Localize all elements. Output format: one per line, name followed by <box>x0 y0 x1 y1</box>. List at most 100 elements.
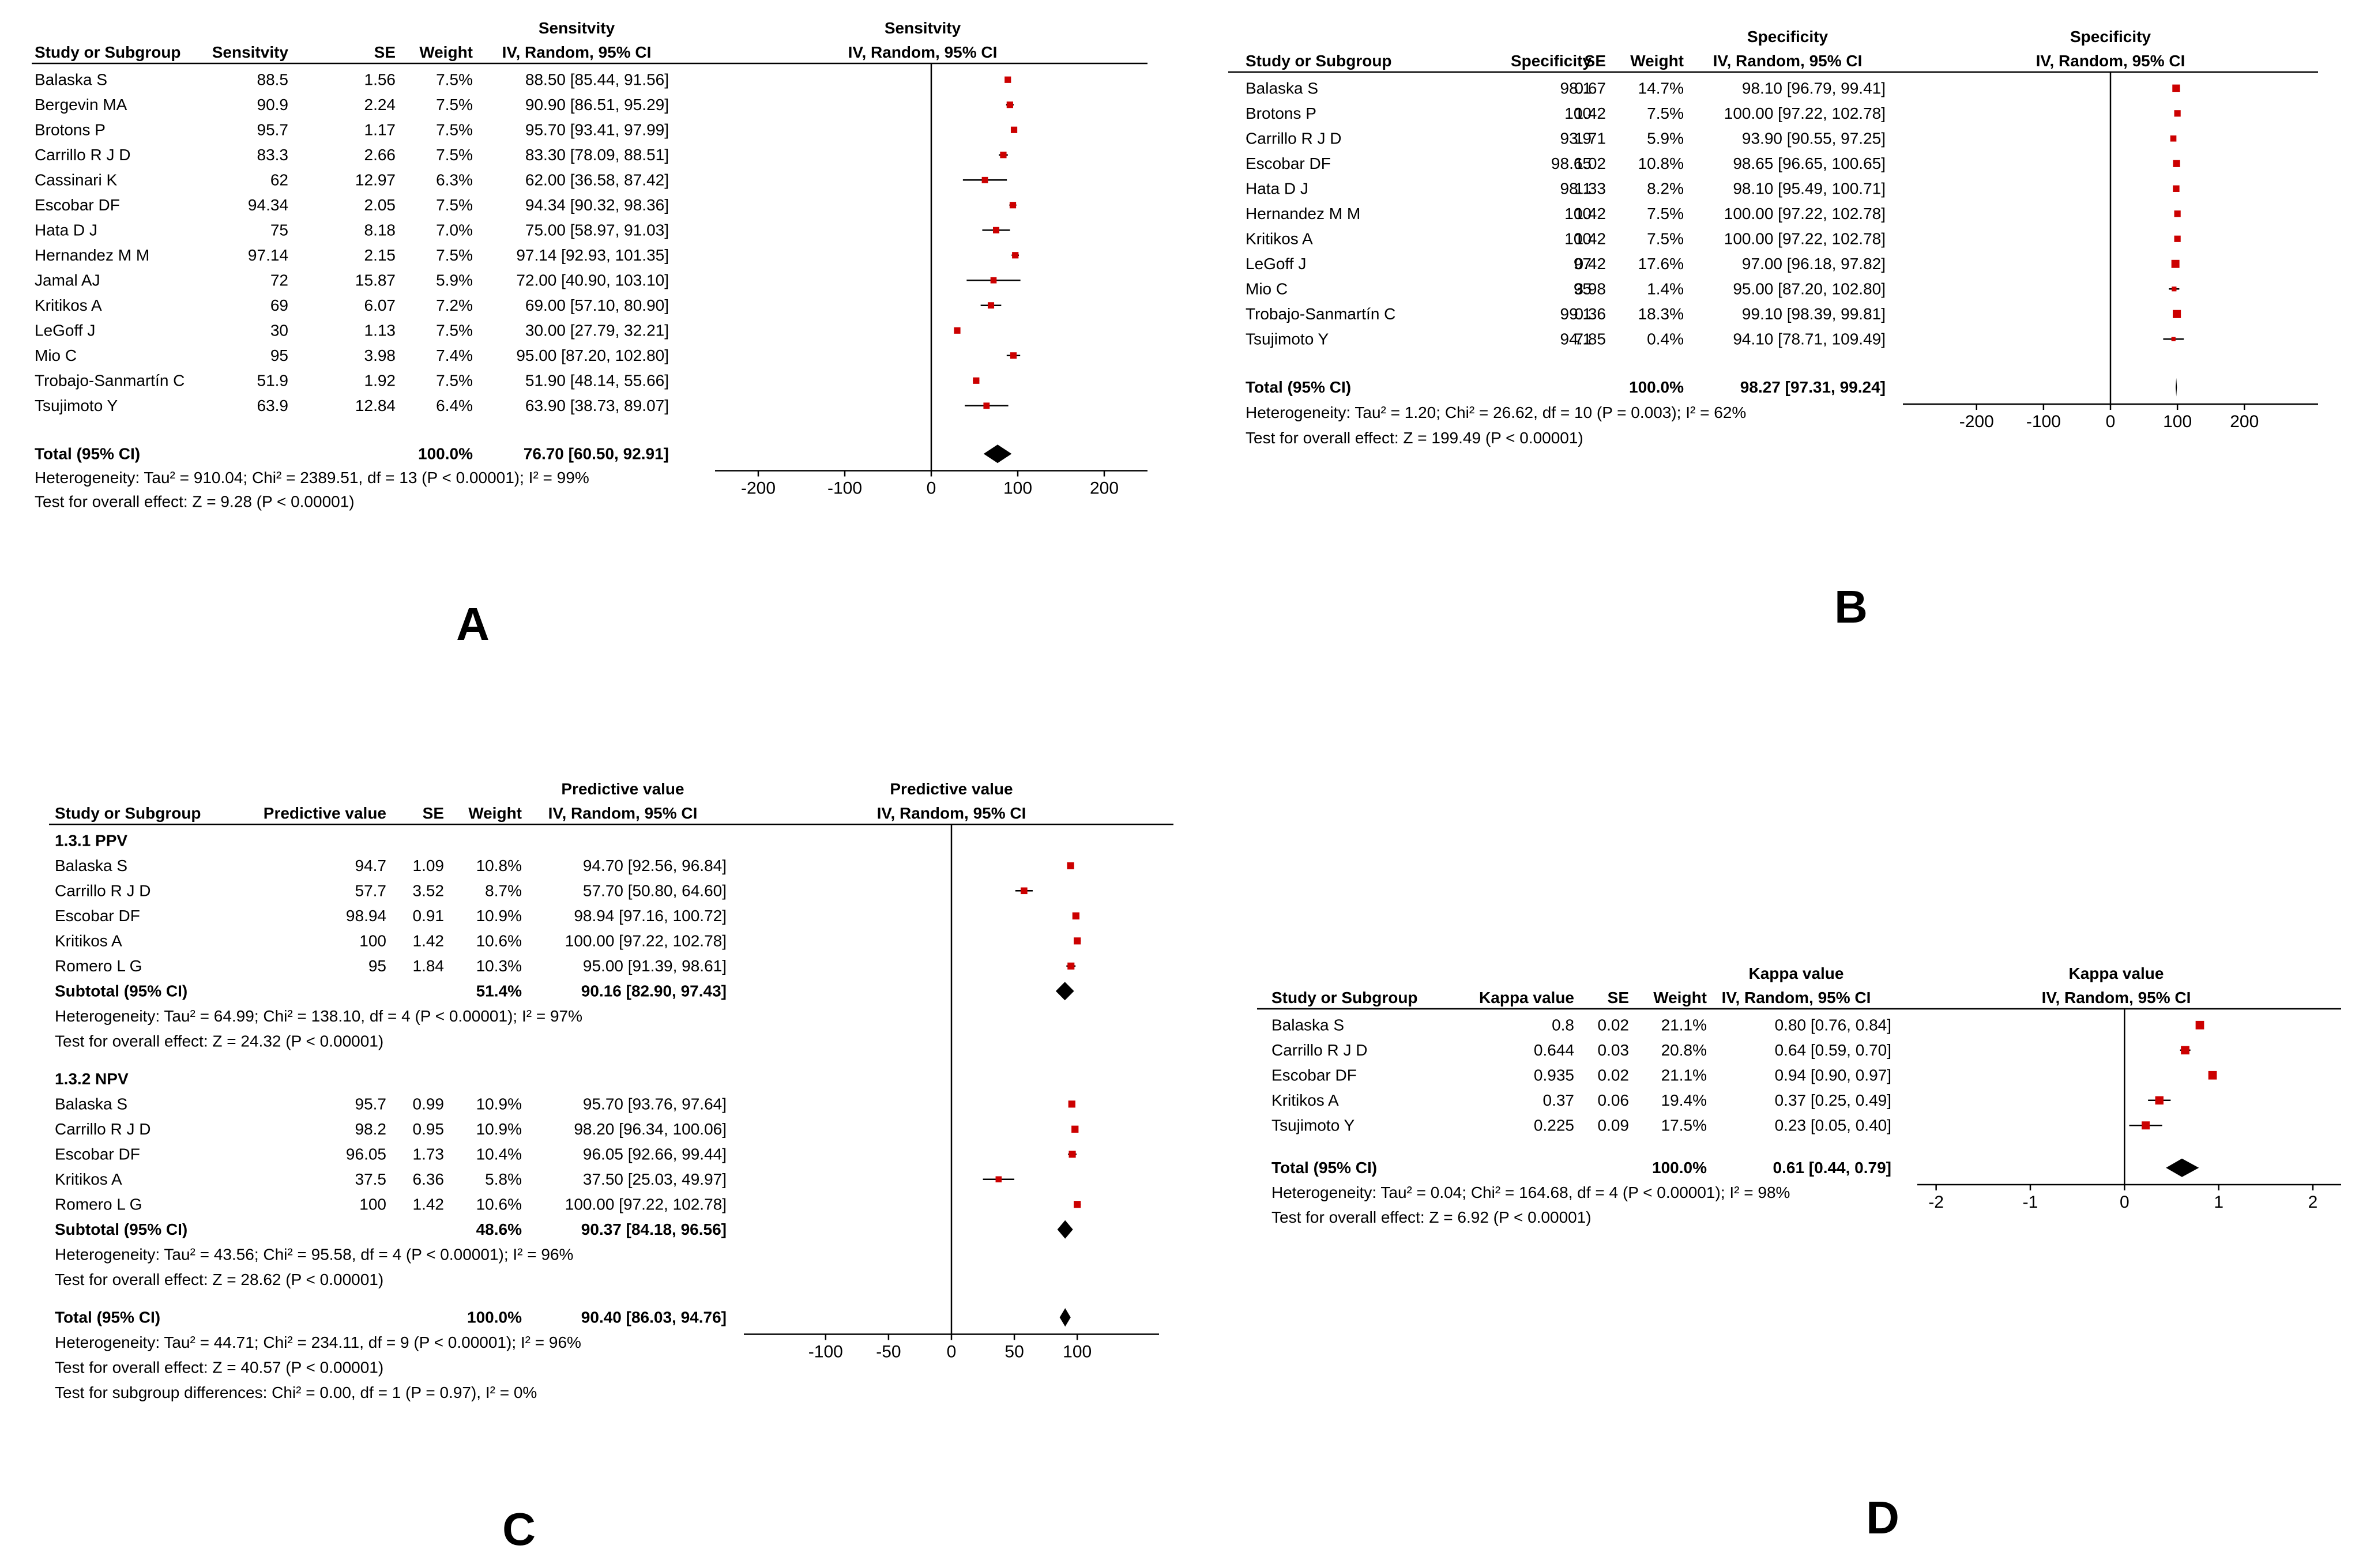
panel-a-s0-row-7-weight: 7.5% <box>436 246 473 264</box>
panel-a-s0-row-3-marker <box>1000 152 1007 159</box>
panel-c-section-1-subtotal-weight: 48.6% <box>476 1220 522 1238</box>
panel-b-s0-row-10-se: 7.85 <box>1575 330 1606 348</box>
panel-a-s0-row-6-study: Hata D J <box>35 221 97 239</box>
panel-c-s0-row-2-value: 98.94 <box>346 907 386 925</box>
panel-c-s1-row-0-ci: 95.70 [93.76, 97.64] <box>583 1095 727 1113</box>
panel-c-section-0-heading: 1.3.1 PPV <box>55 832 127 850</box>
panel-b-s0-row-2-value: 93.9 <box>1560 130 1592 148</box>
panel-c-s1-row-1-value: 98.2 <box>355 1120 387 1138</box>
panel-d-s0-row-1-se: 0.03 <box>1598 1041 1630 1059</box>
panel-b-total-label: Total (95% CI) <box>1246 378 1351 396</box>
panel-c-s0-row-4-weight: 10.3% <box>476 957 522 975</box>
panel-a-s0-row-8-weight: 5.9% <box>436 272 473 289</box>
panel-d-s0-row-1-study: Carrillo R J D <box>1271 1041 1367 1059</box>
panel-a-s0-row-13-study: Tsujimoto Y <box>35 397 118 414</box>
panel-a-s0-row-13-value: 63.9 <box>257 397 289 414</box>
panel-b-total-diamond <box>2176 378 2177 397</box>
panel-b-letter: B <box>1834 581 1868 632</box>
panel-a-tick-label-4: 200 <box>1090 479 1119 498</box>
panel-c-s1-row-4-weight: 10.6% <box>476 1196 522 1213</box>
panel-d-header-weight: Weight <box>1653 989 1707 1007</box>
panel-a-s0-row-12-study: Trobajo-Sanmartín C <box>35 372 185 390</box>
panel-a-footer-0: Heterogeneity: Tau² = 910.04; Chi² = 238… <box>35 469 589 487</box>
panel-d-tick-label-0: -2 <box>1928 1193 1944 1212</box>
panel-c-s1-row-2-value: 96.05 <box>346 1145 386 1163</box>
panel-a-s0-row-8-ci: 72.00 [40.90, 103.10] <box>516 272 669 289</box>
panel-b-header-value: Specificity <box>1511 52 1592 70</box>
panel-d-tick-label-2: 0 <box>2120 1193 2130 1212</box>
panel-c-s1-row-2-ci: 96.05 [92.66, 99.44] <box>583 1145 727 1163</box>
panel-a-s0-row-2-se: 1.17 <box>364 121 396 139</box>
panel-c-s0-row-4-marker <box>1067 962 1075 970</box>
panel-a-s0-row-2-ci: 95.70 [93.41, 97.99] <box>525 121 669 139</box>
panel-a-s0-row-1-value: 90.9 <box>257 96 289 114</box>
panel-a-s0-row-12-value: 51.9 <box>257 372 289 390</box>
panel-d-s0-row-3-se: 0.06 <box>1598 1091 1630 1109</box>
panel-c-s1-row-2-se: 1.73 <box>413 1145 445 1163</box>
panel-b-s0-row-3-weight: 10.8% <box>1638 154 1684 172</box>
panel-a-s0-row-11-study: Mio C <box>35 346 77 364</box>
panel-c-plot-subtitle: IV, Random, 95% CI <box>877 804 1026 822</box>
panel-b-s0-row-0-se: 0.67 <box>1575 80 1606 97</box>
panel-c-s1-row-0-weight: 10.9% <box>476 1095 522 1113</box>
panel-c-s0-row-2-marker <box>1072 912 1080 919</box>
panel-b-s0-row-8-marker <box>2172 287 2177 292</box>
panel-a-footer-1: Test for overall effect: Z = 9.28 (P < 0… <box>35 493 355 511</box>
panel-d-s0-row-0-value: 0.8 <box>1552 1016 1574 1034</box>
panel-d-s0-row-4-weight: 17.5% <box>1661 1117 1707 1134</box>
panel-c-total-ci: 90.40 [86.03, 94.76] <box>581 1309 727 1326</box>
panel-b-s0-row-2-study: Carrillo R J D <box>1246 130 1341 148</box>
panel-c-tick-label-1: -50 <box>876 1343 901 1362</box>
panel-b-s0-row-9-ci: 99.10 [98.39, 99.81] <box>1742 305 1886 323</box>
panel-c-s0-row-0-study: Balaska S <box>55 857 127 875</box>
panel-a-s0-row-5-weight: 7.5% <box>436 196 473 214</box>
panel-a-s0-row-4-weight: 6.3% <box>436 171 473 189</box>
panel-d-s0-row-0-weight: 21.1% <box>1661 1016 1707 1034</box>
panel-c-footer-2: Test for subgroup differences: Chi² = 0.… <box>55 1384 537 1401</box>
panel-c-s1-row-3-value: 37.5 <box>355 1170 387 1188</box>
panel-c-total-weight: 100.0% <box>467 1309 522 1326</box>
panel-b-s0-row-10-study: Tsujimoto Y <box>1246 330 1329 348</box>
panel-a-s0-row-9-marker <box>987 302 995 309</box>
panel-a-s0-row-3-se: 2.66 <box>364 146 396 164</box>
panel-a-s0-row-5-value: 94.34 <box>248 196 288 214</box>
panel-c-s1-row-2-study: Escobar DF <box>55 1145 140 1163</box>
panel-c-s0-row-4-se: 1.84 <box>413 957 445 975</box>
panel-b-s0-row-0-weight: 14.7% <box>1638 80 1684 97</box>
panel-c-section-0-subtotal-label: Subtotal (95% CI) <box>55 982 187 1000</box>
panel-d-total-ci: 0.61 [0.44, 0.79] <box>1773 1159 1891 1177</box>
panel-d-plot-title: Kappa value <box>2069 964 2164 982</box>
panel-a-s0-row-12-marker <box>973 377 980 384</box>
panel-a-s0-row-7-se: 2.15 <box>364 246 396 264</box>
panel-c-s0-row-1-marker <box>1021 887 1028 895</box>
panel-a-tick-label-2: 0 <box>927 479 936 498</box>
panel-a-s0-row-0-study: Balaska S <box>35 71 107 89</box>
panel-b-s0-row-4-study: Hata D J <box>1246 180 1308 198</box>
panel-a-s0-row-9-se: 6.07 <box>364 296 396 314</box>
panel-b-s0-row-10-marker <box>2171 337 2176 341</box>
panel-a-s0-row-7-ci: 97.14 [92.93, 101.35] <box>516 246 669 264</box>
panel-c-total-diamond <box>1059 1308 1071 1327</box>
panel-a-s0-row-8-study: Jamal AJ <box>35 272 100 289</box>
panel-b-ci-title: Specificity <box>1747 28 1828 46</box>
panel-d-s0-row-2-weight: 21.1% <box>1661 1066 1707 1084</box>
panel-b-s0-row-9-marker <box>2173 310 2181 318</box>
panel-b-s0-row-2-weight: 5.9% <box>1647 130 1684 148</box>
panel-d-s0-row-0-study: Balaska S <box>1271 1016 1344 1034</box>
panel-a-s0-row-5-marker <box>1009 202 1017 209</box>
panel-a-s0-row-9-ci: 69.00 [57.10, 80.90] <box>525 296 669 314</box>
panel-d-tick-label-3: 1 <box>2214 1193 2223 1212</box>
panel-c-s1-row-1-study: Carrillo R J D <box>55 1120 151 1138</box>
panel-a-s0-row-11-se: 3.98 <box>364 346 396 364</box>
panel-a-s0-row-2-study: Brotons P <box>35 121 106 139</box>
panel-a-s0-row-8-marker <box>990 277 997 284</box>
panel-b-plot-title: Specificity <box>2070 28 2151 46</box>
panel-d-s0-row-4-study: Tsujimoto Y <box>1271 1117 1355 1134</box>
panel-a-s0-row-0-se: 1.56 <box>364 71 396 89</box>
panel-b-s0-row-5-study: Hernandez M M <box>1246 205 1360 223</box>
panel-b-s0-row-9-se: 0.36 <box>1575 305 1606 323</box>
panel-b-s0-row-8-weight: 1.4% <box>1647 280 1684 298</box>
panel-b-s0-row-3-study: Escobar DF <box>1246 154 1331 172</box>
panel-c-s0-row-2-weight: 10.9% <box>476 907 522 925</box>
panel-b-s0-row-0-study: Balaska S <box>1246 80 1318 97</box>
